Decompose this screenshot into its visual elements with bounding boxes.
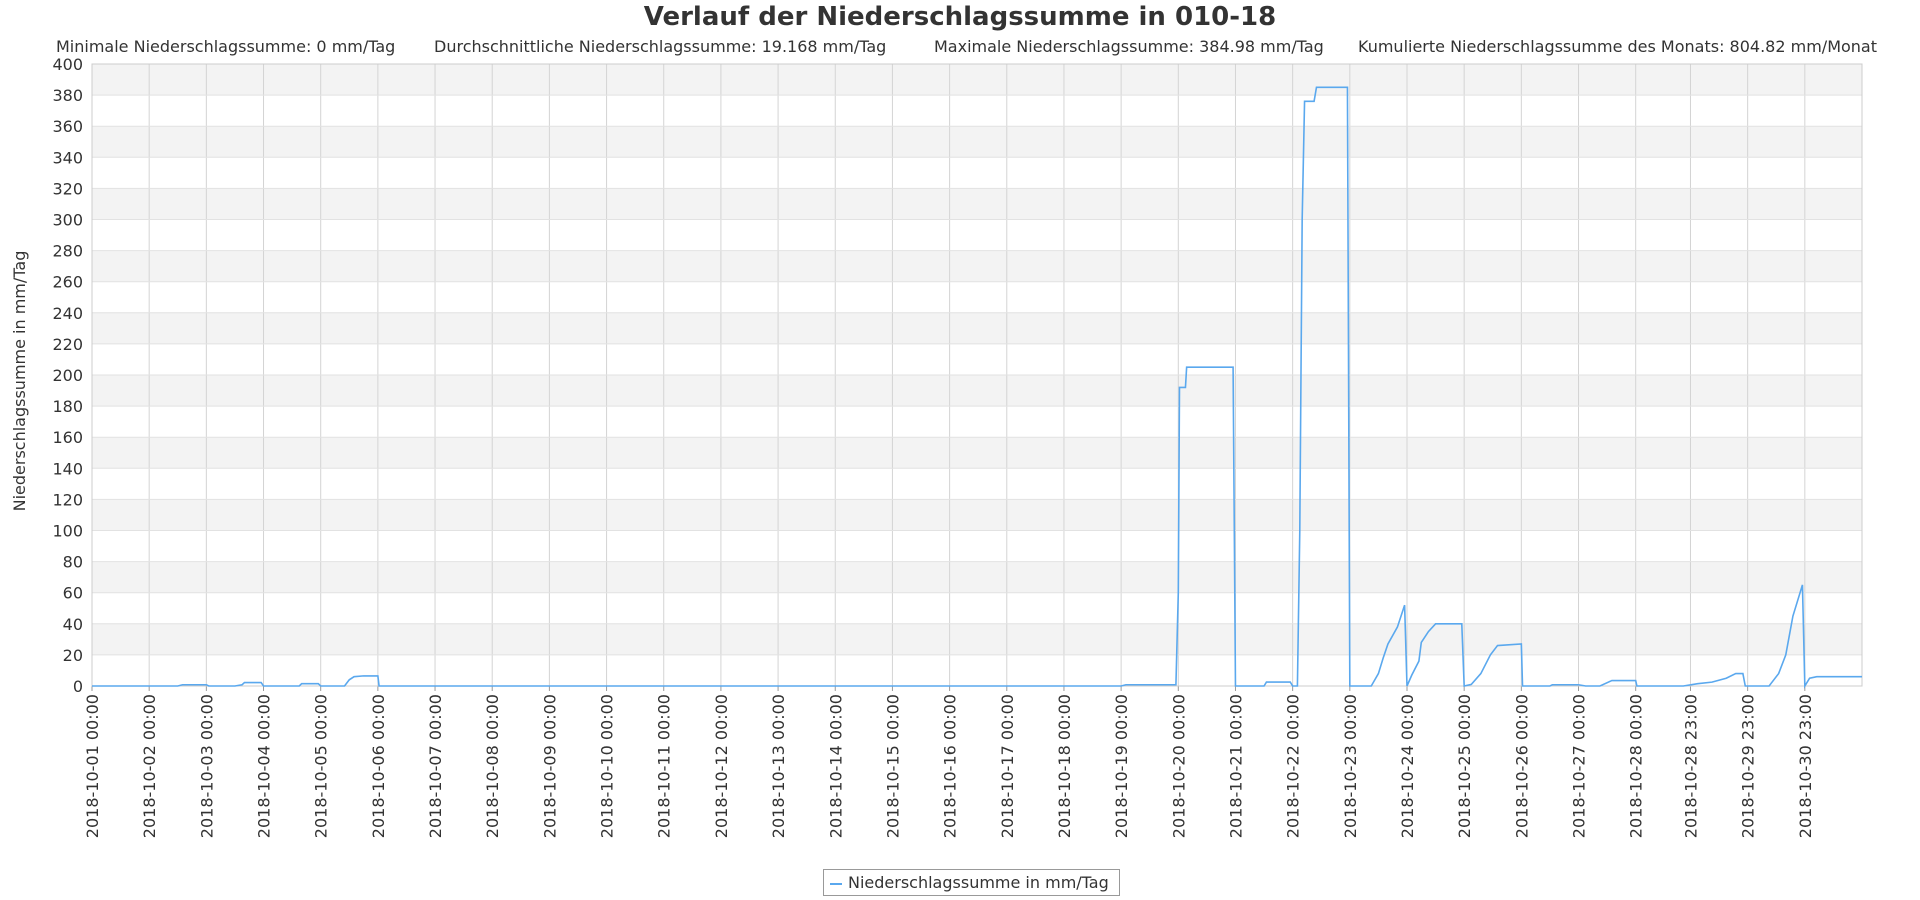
x-tick-label: 2018-10-30 23:00 — [1796, 694, 1815, 838]
x-tick-label: 2018-10-21 00:00 — [1226, 694, 1245, 838]
y-tick-label: 80 — [63, 553, 83, 572]
legend-swatch — [830, 882, 842, 885]
x-tick-label: 2018-10-08 00:00 — [483, 694, 502, 838]
x-tick-label: 2018-10-10 00:00 — [598, 694, 617, 838]
x-tick-label: 2018-10-15 00:00 — [883, 694, 902, 838]
x-tick-label: 2018-10-05 00:00 — [312, 694, 331, 838]
x-tick-label: 2018-10-06 00:00 — [369, 694, 388, 838]
stats-row: Minimale Niederschlagssumme: 0 mm/Tag Du… — [56, 37, 1896, 57]
stat-maximum: Maximale Niederschlagssumme: 384.98 mm/T… — [934, 37, 1324, 56]
x-tick-label: 2018-10-20 00:00 — [1169, 694, 1188, 838]
y-tick-labels: 0 20 40 60 80 100 120 140 160 180 200 220 240 260 280 3… — [52, 55, 83, 696]
y-tick-label: 260 — [52, 273, 83, 292]
x-tick-label: 2018-10-16 00:00 — [941, 694, 960, 838]
x-tick-label: 2018-10-25 00:00 — [1455, 694, 1474, 838]
y-tick-label: 20 — [63, 646, 83, 665]
plot-band — [92, 126, 1862, 158]
plot-band — [92, 312, 1862, 344]
y-tick-label: 300 — [52, 211, 83, 230]
plot-band — [92, 375, 1862, 407]
x-tick-label: 2018-10-27 00:00 — [1570, 694, 1589, 838]
plot-band — [92, 64, 1862, 96]
stat-cumulative: Kumulierte Niederschlagssumme des Monats… — [1358, 37, 1877, 56]
y-tick-label: 0 — [73, 677, 83, 696]
x-tick-label: 2018-10-02 00:00 — [140, 694, 159, 838]
y-tick-label: 40 — [63, 615, 83, 634]
legend-label: Niederschlagssumme in mm/Tag — [848, 873, 1109, 892]
y-tick-label: 380 — [52, 86, 83, 105]
plot-band — [92, 188, 1862, 220]
legend[interactable]: Niederschlagssumme in mm/Tag — [823, 869, 1120, 896]
x-tick-label: 2018-10-04 00:00 — [255, 694, 274, 838]
plot-bands — [92, 64, 1862, 655]
plot-band — [92, 623, 1862, 655]
x-tick-label: 2018-10-11 00:00 — [655, 694, 674, 838]
y-tick-label: 340 — [52, 148, 83, 167]
x-tick-label: 2018-10-28 23:00 — [1681, 694, 1700, 838]
y-tick-label: 400 — [52, 55, 83, 74]
series-group — [92, 86, 1862, 689]
x-tick-label: 2018-10-13 00:00 — [769, 694, 788, 838]
y-tick-label: 200 — [52, 366, 83, 385]
y-tick-label: 120 — [52, 490, 83, 509]
series-line — [92, 86, 1862, 689]
x-tick-label: 2018-10-24 00:00 — [1398, 694, 1417, 838]
y-tick-label: 60 — [63, 584, 83, 603]
y-axis-label: Niederschlagssumme in mm/Tag — [10, 251, 29, 512]
y-tick-label: 180 — [52, 397, 83, 416]
y-tick-label: 220 — [52, 335, 83, 354]
x-tick-label: 2018-10-28 00:00 — [1627, 694, 1646, 838]
y-tick-label: 360 — [52, 117, 83, 136]
y-tick-label: 320 — [52, 179, 83, 198]
y-tick-label: 160 — [52, 428, 83, 447]
chart-title: Verlauf der Niederschlagssumme in 010-18 — [643, 2, 1277, 32]
stat-average: Durchschnittliche Niederschlagssumme: 19… — [434, 37, 887, 56]
x-tick-label: 2018-10-29 23:00 — [1739, 694, 1758, 838]
plot-band — [92, 250, 1862, 282]
plot-band — [92, 499, 1862, 531]
horizontal-gridlines — [92, 63, 1862, 687]
stat-minimum: Minimale Niederschlagssumme: 0 mm/Tag — [56, 37, 396, 56]
x-tick-label: 2018-10-26 00:00 — [1512, 694, 1531, 838]
x-tick-label: 2018-10-07 00:00 — [426, 694, 445, 838]
x-tick-label: 2018-10-01 00:00 — [83, 694, 102, 838]
x-tick-label: 2018-10-18 00:00 — [1055, 694, 1074, 838]
x-tick-label: 2018-10-19 00:00 — [1112, 694, 1131, 838]
x-tick-label: 2018-10-09 00:00 — [540, 694, 559, 838]
plot-band — [92, 437, 1862, 469]
x-tick-label: 2018-10-23 00:00 — [1341, 694, 1360, 838]
x-tick-label: 2018-10-14 00:00 — [826, 694, 845, 838]
x-tick-label: 2018-10-22 00:00 — [1284, 694, 1303, 838]
x-tick-label: 2018-10-03 00:00 — [197, 694, 216, 838]
y-tick-label: 100 — [52, 522, 83, 541]
x-tick-label: 2018-10-17 00:00 — [998, 694, 1017, 838]
y-tick-label: 280 — [52, 242, 83, 261]
y-tick-label: 140 — [52, 459, 83, 478]
x-tick-labels: 2018-10-01 00:00 2018-10-02 00:00 2018-10-… — [83, 694, 1815, 838]
x-tick-label: 2018-10-12 00:00 — [712, 694, 731, 838]
y-tick-label: 240 — [52, 304, 83, 323]
plot-band — [92, 561, 1862, 593]
